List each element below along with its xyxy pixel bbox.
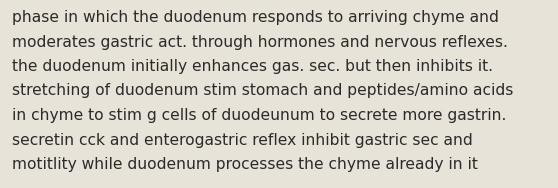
Text: phase in which the duodenum responds to arriving chyme and: phase in which the duodenum responds to … <box>12 10 499 25</box>
Text: in chyme to stim g cells of duodeunum to secrete more gastrin.: in chyme to stim g cells of duodeunum to… <box>12 108 506 123</box>
Text: stretching of duodenum stim stomach and peptides/amino acids: stretching of duodenum stim stomach and … <box>12 83 513 99</box>
Text: moderates gastric act. through hormones and nervous reflexes.: moderates gastric act. through hormones … <box>12 35 508 49</box>
Text: the duodenum initially enhances gas. sec. but then inhibits it.: the duodenum initially enhances gas. sec… <box>12 59 493 74</box>
Text: motitlity while duodenum processes the chyme already in it: motitlity while duodenum processes the c… <box>12 157 478 172</box>
Text: secretin cck and enterogastric reflex inhibit gastric sec and: secretin cck and enterogastric reflex in… <box>12 133 473 148</box>
